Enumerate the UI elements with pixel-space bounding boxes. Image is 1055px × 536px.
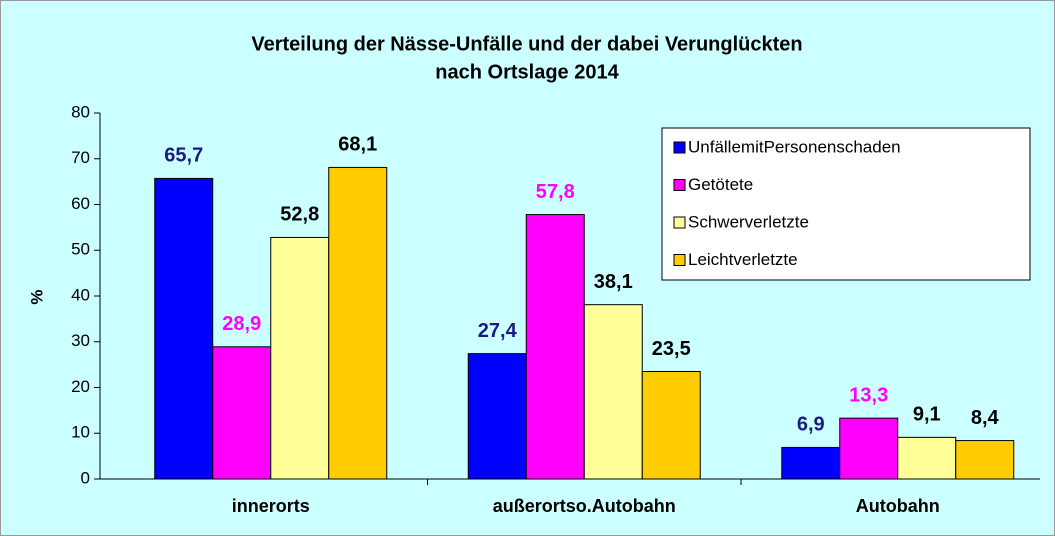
bar bbox=[212, 346, 272, 480]
legend-label: UnfällemitPersonenschaden bbox=[688, 137, 901, 156]
data-label: 28,9 bbox=[222, 313, 261, 335]
data-label: 65,7 bbox=[164, 145, 203, 167]
bar bbox=[154, 177, 214, 480]
x-tick-label: innerorts bbox=[232, 496, 310, 516]
data-label: 57,8 bbox=[536, 181, 575, 203]
bar bbox=[955, 440, 1015, 480]
data-label: 8,4 bbox=[971, 407, 1000, 429]
bar bbox=[525, 214, 585, 480]
data-label: 9,1 bbox=[913, 404, 941, 426]
data-label: 13,3 bbox=[849, 384, 888, 406]
legend-swatch bbox=[673, 216, 686, 229]
legend-label: Getötete bbox=[688, 175, 753, 194]
y-tick-label: 10 bbox=[71, 423, 90, 442]
bar bbox=[641, 370, 701, 480]
chart-title: nach Ortslage 2014 bbox=[435, 61, 619, 83]
bar bbox=[781, 446, 841, 480]
legend-box bbox=[661, 127, 1031, 281]
y-tick-label: 60 bbox=[71, 194, 90, 213]
data-label: 27,4 bbox=[478, 320, 518, 342]
y-axis-label: % bbox=[27, 289, 46, 304]
legend-label: Schwerverletzte bbox=[688, 212, 809, 231]
legend-swatch bbox=[673, 254, 686, 266]
y-tick-label: 30 bbox=[71, 331, 90, 350]
bar bbox=[839, 417, 899, 480]
bar bbox=[270, 236, 330, 480]
bar bbox=[467, 353, 527, 480]
bar bbox=[328, 166, 388, 480]
y-tick-label: 80 bbox=[71, 102, 90, 121]
data-label: 23,5 bbox=[652, 338, 691, 360]
legend-swatch bbox=[673, 179, 686, 191]
y-tick-label: 50 bbox=[71, 240, 90, 259]
legend-label: Leichtverletzte bbox=[688, 250, 798, 269]
data-label: 6,9 bbox=[797, 414, 825, 436]
data-label: 68,1 bbox=[338, 134, 377, 156]
bar bbox=[897, 436, 957, 480]
bar bbox=[583, 304, 643, 480]
y-tick-label: 20 bbox=[71, 377, 90, 396]
x-tick-label: Autobahn bbox=[856, 496, 940, 516]
x-tick-label: außerortso.Autobahn bbox=[493, 496, 676, 516]
y-tick-label: 40 bbox=[71, 285, 90, 304]
y-tick-label: 0 bbox=[81, 468, 90, 487]
chart-title: Verteilung der Nässe-Unfälle und der dab… bbox=[251, 33, 802, 55]
legend-swatch bbox=[673, 141, 686, 154]
data-label: 38,1 bbox=[594, 271, 633, 293]
data-label: 52,8 bbox=[280, 204, 319, 226]
y-tick-label: 70 bbox=[71, 148, 90, 167]
